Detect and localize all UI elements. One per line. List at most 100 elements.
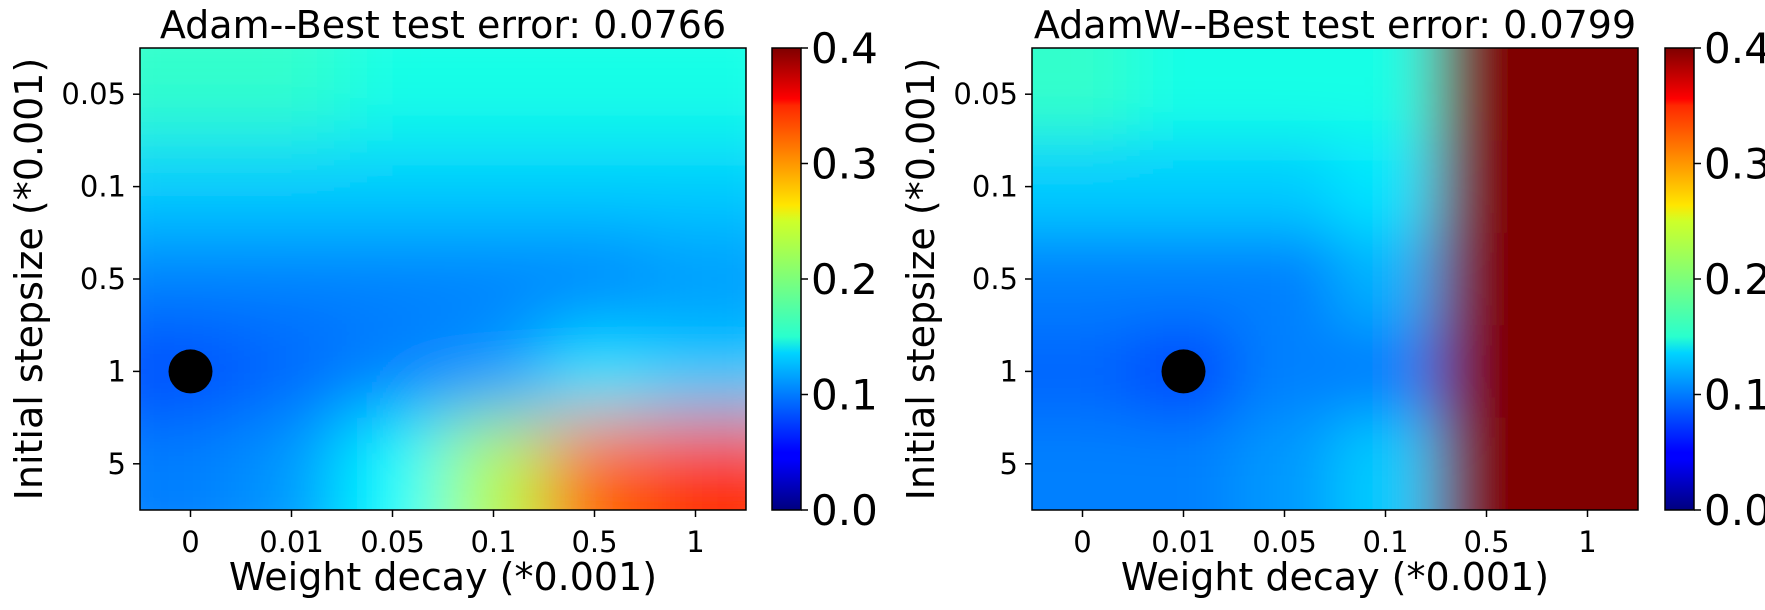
adam-colorbar xyxy=(771,47,802,511)
heatmap-cell xyxy=(1234,325,1336,419)
y-tick-label: 0.5 xyxy=(80,262,126,296)
heatmap-cell xyxy=(1436,48,1538,142)
adamw-y-ticks: 0.05 0.1 0.5 1 5 xyxy=(953,77,1032,481)
heatmap-cell xyxy=(1032,48,1134,142)
adam-x-axis-label: Weight decay (*0.001) xyxy=(229,555,657,599)
adam-y-axis-label: Initial stepsize (*0.001) xyxy=(7,58,51,501)
x-tick-label: 0.05 xyxy=(1252,525,1317,559)
heatmap-cell xyxy=(1335,140,1437,234)
y-tick-label: 5 xyxy=(1000,447,1018,481)
y-tick-label: 5 xyxy=(108,447,126,481)
heatmap-cell xyxy=(1032,140,1134,234)
colorbar-tick-label: 0.0 xyxy=(1704,486,1765,535)
colorbar-tick-label: 0.3 xyxy=(1704,140,1765,189)
adamw-colorbar-ticks: 0.0 0.1 0.2 0.3 0.4 xyxy=(1694,24,1765,535)
heatmap-cell xyxy=(443,48,545,142)
y-tick-label: 0.05 xyxy=(953,77,1018,111)
heatmap-cell xyxy=(140,417,242,510)
heatmap-cell xyxy=(1335,417,1437,510)
heatmap-cell xyxy=(544,140,646,234)
heatmap-cell xyxy=(645,417,746,510)
heatmap-cell xyxy=(1537,325,1638,419)
heatmap-cell xyxy=(342,140,444,234)
best-point-dot xyxy=(1161,349,1206,394)
heatmap-cell xyxy=(1537,48,1638,142)
heatmap-cell xyxy=(1335,48,1437,142)
adam-chart-title: Adam--Best test error: 0.0766 xyxy=(160,3,726,47)
x-tick-label: 1 xyxy=(1578,525,1596,559)
adamw-x-ticks: 0 0.01 0.05 0.1 0.5 1 xyxy=(1073,510,1597,559)
heatmap-cell xyxy=(241,417,343,510)
y-tick-label: 1 xyxy=(108,354,126,388)
heatmap-cell xyxy=(544,417,646,510)
colorbar-tick-label: 0.3 xyxy=(811,140,878,189)
heatmap-cell xyxy=(443,325,545,419)
heatmap-cell xyxy=(140,48,242,142)
x-tick-label: 1 xyxy=(686,525,704,559)
heatmap-cell xyxy=(1133,232,1235,327)
x-tick-label: 0.01 xyxy=(1151,525,1216,559)
heatmap-cell xyxy=(1436,140,1538,234)
y-tick-label: 1 xyxy=(1000,354,1018,388)
heatmap-cell xyxy=(1436,232,1538,327)
x-tick-label: 0.1 xyxy=(470,525,516,559)
heatmap-cell xyxy=(443,232,545,327)
adamw-best-marker xyxy=(1161,349,1206,394)
heatmap-cell xyxy=(1133,48,1235,142)
adam-best-marker xyxy=(168,349,213,394)
colorbar-tick-label: 0.2 xyxy=(811,255,878,304)
heatmap-cell xyxy=(342,48,444,142)
heatmap-cell xyxy=(1133,417,1235,510)
heatmap-cell xyxy=(645,48,746,142)
heatmap-cell xyxy=(1032,325,1134,419)
heatmap-cell xyxy=(645,232,746,327)
y-tick-label: 0.05 xyxy=(61,77,126,111)
heatmap-cell xyxy=(241,232,343,327)
adamw-chart-title: AdamW--Best test error: 0.0799 xyxy=(1034,3,1636,47)
heatmap-cell xyxy=(1133,140,1235,234)
heatmap-cell xyxy=(241,325,343,419)
adam-x-ticks: 0 0.01 0.05 0.1 0.5 1 xyxy=(181,510,705,559)
heatmap-cell xyxy=(342,417,444,510)
heatmap-cell xyxy=(443,417,545,510)
colorbar-tick-label: 0.1 xyxy=(1704,371,1765,420)
heatmap-cell xyxy=(1234,232,1336,327)
best-point-dot xyxy=(168,349,213,394)
heatmap-cell xyxy=(1234,48,1336,142)
colorbar-tick-label: 0.4 xyxy=(1704,24,1765,73)
y-tick-label: 0.5 xyxy=(972,262,1018,296)
adam-colorbar-ticks: 0.0 0.1 0.2 0.3 0.4 xyxy=(801,24,878,535)
adamw-heatmap-panel: AdamW--Best test error: 0.0799 0 0.01 0.05… xyxy=(899,3,1765,599)
heatmap-cell xyxy=(544,325,646,419)
adamw-y-axis-label: Initial stepsize (*0.001) xyxy=(899,58,943,501)
heatmap-cell xyxy=(645,325,746,419)
heatmap-cell xyxy=(140,325,242,419)
heatmap-cell xyxy=(1537,417,1638,510)
adam-heatmap-panel: Adam--Best test error: 0.0766 0 0.01 0.05 0… xyxy=(7,3,878,599)
x-tick-label: 0.5 xyxy=(1463,525,1509,559)
heatmap-cell xyxy=(241,48,343,142)
heatmap-cell xyxy=(544,232,646,327)
colorbar-tick-label: 0.4 xyxy=(811,24,878,73)
colorbar-tick-label: 0.0 xyxy=(811,486,878,535)
heatmap-cell xyxy=(443,140,545,234)
adam-y-ticks: 0.05 0.1 0.5 1 5 xyxy=(61,77,140,481)
heatmap-cell xyxy=(1436,325,1538,419)
heatmap-cell xyxy=(1537,140,1638,234)
x-tick-label: 0 xyxy=(181,525,199,559)
colorbar-tick-label: 0.1 xyxy=(811,371,878,420)
heatmap-cell xyxy=(1537,232,1638,327)
x-tick-label: 0.5 xyxy=(571,525,617,559)
heatmap-cell xyxy=(140,232,242,327)
heatmap-cell xyxy=(1234,140,1336,234)
colorbar-tick-label: 0.2 xyxy=(1704,255,1765,304)
adamw-heatmap-cells xyxy=(1032,48,1638,510)
heatmap-cell xyxy=(544,48,646,142)
x-tick-label: 0.05 xyxy=(360,525,425,559)
y-tick-label: 0.1 xyxy=(80,170,126,204)
heatmap-cell xyxy=(342,325,444,419)
heatmap-cell xyxy=(1335,325,1437,419)
heatmap-cell xyxy=(342,232,444,327)
heatmap-cell xyxy=(1436,417,1538,510)
